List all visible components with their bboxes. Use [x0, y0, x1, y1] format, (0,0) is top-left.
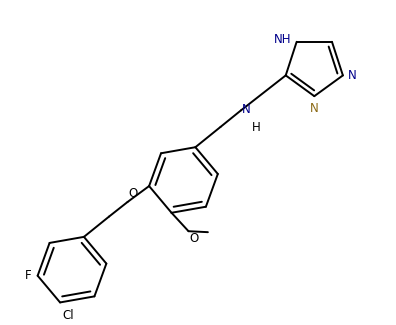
Text: F: F: [25, 269, 32, 282]
Text: N: N: [309, 102, 318, 115]
Text: O: O: [189, 232, 198, 245]
Text: O: O: [128, 187, 137, 200]
Text: N: N: [348, 69, 356, 82]
Text: Cl: Cl: [63, 309, 74, 322]
Text: H: H: [251, 121, 260, 134]
Text: NH: NH: [274, 33, 292, 46]
Text: N: N: [242, 103, 250, 116]
